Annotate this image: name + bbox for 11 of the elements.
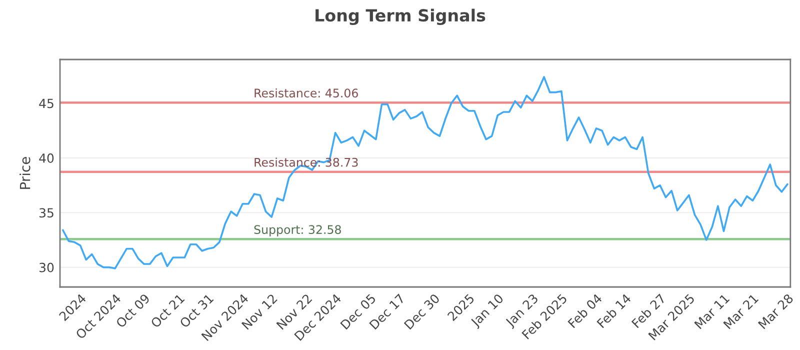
ref-line-label: Support: 32.58 [254, 225, 341, 236]
y-tick-label: 35 [39, 208, 54, 218]
y-axis-title: Price [20, 157, 30, 189]
y-tick-label: 40 [39, 153, 54, 163]
chart-title: Long Term Signals [316, 8, 486, 26]
y-tick-label: 30 [39, 262, 54, 272]
x-tick-label: Mar 28 [758, 293, 794, 330]
y-tick-label: 45 [39, 98, 54, 108]
line-series [62, 76, 788, 270]
ref-line-label: Resistance: 45.06 [254, 88, 358, 98]
x-tick-label: Dec 30 [404, 293, 440, 330]
